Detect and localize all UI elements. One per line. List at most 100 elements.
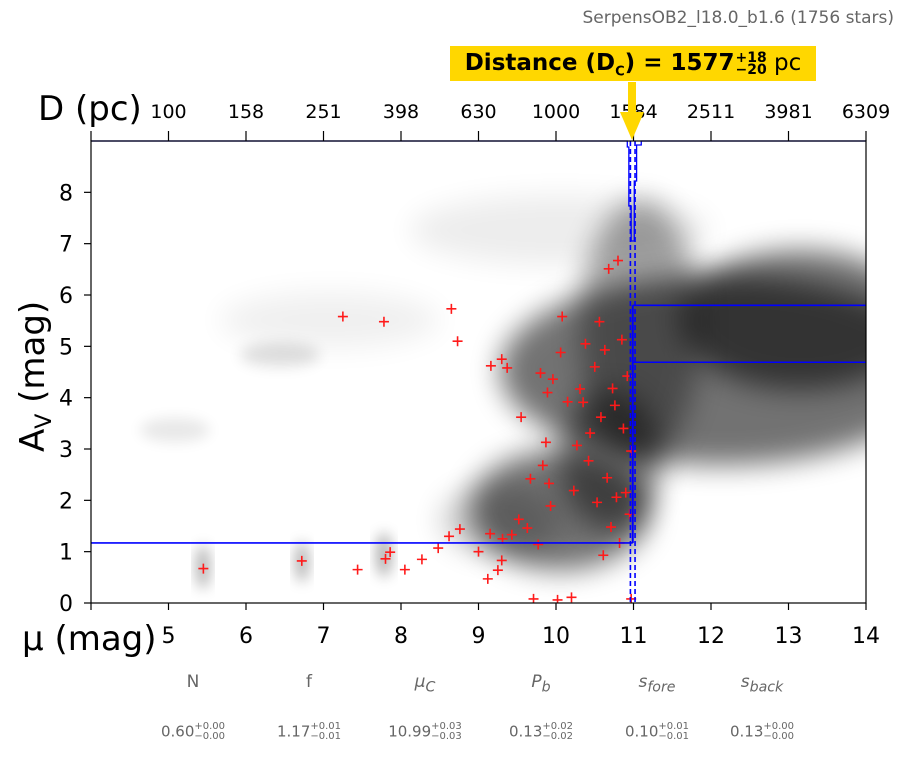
star-marker [620,487,631,498]
param-value: 0.13 +0.02 −0.02 [486,722,596,742]
star-marker [562,396,573,407]
x-tick-label: 5 [162,624,176,649]
param-err-minus: −0.01 [310,731,342,742]
top-tick-label: 2511 [687,101,735,123]
y-tick-label: 5 [59,335,73,360]
top-tick-label: 1000 [532,101,580,123]
x-tick-label: 14 [852,624,880,649]
param-name: sback [740,672,784,696]
param-err-plus: +0.03 [431,721,462,732]
star-marker [533,539,544,550]
top-tick-label: 1584 [609,101,657,123]
star-marker [607,383,618,394]
x-tick-label: 8 [394,624,408,649]
star-marker [492,565,503,576]
param-2: μC 10.99 +0.03 −0.03 [370,672,480,742]
param-err-plus: +0.00 [763,721,795,732]
star-marker [616,334,627,345]
param-name: sfore [638,672,676,696]
param-err-minus: −0.00 [194,731,226,742]
star-marker [399,564,410,575]
param-value-main: 1.17 [276,722,311,741]
star-marker [592,497,603,508]
param-1: f 1.17 +0.01 −0.01 [254,672,364,742]
top-tick-label: 6309 [842,101,890,123]
param-3: Pb 0.13 +0.02 −0.02 [486,672,596,742]
star-marker [589,361,600,372]
star-marker [496,555,507,566]
star-marker [525,473,536,484]
distance-err-minus: −20 [735,61,767,78]
x-axis-label: μ (mag) [22,619,157,659]
param-value: 10.99 +0.03 −0.03 [370,722,480,742]
top-tick-label: 251 [305,101,341,123]
star-marker [547,374,558,385]
dataset-title: SerpensOB2_l18.0_b1.6 (1756 stars) [582,8,894,28]
star-marker [473,546,484,557]
param-err-minus: −0.02 [542,731,574,742]
param-5: sback 0.13 +0.00 −0.00 [707,672,817,742]
star-marker [545,500,556,511]
star-marker [380,553,391,564]
model-lines [91,140,866,603]
star-marker [609,400,620,411]
star-marker [566,592,577,603]
x-tick-label: 13 [775,624,803,649]
param-err-minus: −0.00 [763,731,795,742]
x-tick-label: 11 [620,624,648,649]
star-marker [198,563,209,574]
x-tick-label: 9 [472,624,486,649]
parameter-panel: N 0.60 +0.00 −0.00 f 1.17 +0.01 −0.01 μC 10.99 +0.… [0,672,904,759]
star-marker [535,368,546,379]
star-marker [557,311,568,322]
star-marker [296,555,307,566]
star-marker [385,547,396,558]
star-markers [198,255,637,603]
y-tick-label: 6 [59,284,73,309]
distance-err-plus: +18 [735,49,767,66]
star-marker [444,531,455,542]
param-value-main: 10.99 [388,722,432,741]
param-value: 0.13 +0.00 −0.00 [707,722,817,742]
y-tick-label: 0 [59,592,73,617]
y-tick-label: 4 [59,387,73,412]
param-4: sfore 0.10 +0.01 −0.01 [602,672,712,742]
star-marker [506,529,517,540]
top-tick-label: 100 [150,101,186,123]
star-marker [485,360,496,371]
distance-value: 1577 [670,50,735,76]
star-marker [446,303,457,314]
star-marker [352,564,363,575]
param-err-plus: +0.00 [194,721,226,732]
star-marker [485,528,496,539]
y-tick-label: 7 [59,233,73,258]
star-marker [378,316,389,327]
star-marker [540,437,551,448]
y-tick-label: 3 [59,438,73,463]
param-name: f [306,672,312,692]
param-value-main: 0.13 [508,722,543,741]
star-marker [603,263,614,274]
param-err-minus: −0.03 [431,731,462,742]
x-tick-label: 7 [317,624,331,649]
star-marker [571,440,582,451]
star-marker [513,514,524,525]
star-marker [578,397,589,408]
param-err-minus: −0.01 [658,731,690,742]
param-value-main: 0.10 [624,722,659,741]
star-marker [452,336,463,347]
star-marker [552,594,563,603]
star-marker [416,554,427,565]
top-tick-label: 3981 [764,101,812,123]
star-marker [337,311,348,322]
star-marker [575,383,586,394]
star-marker [542,387,553,398]
star-marker [496,354,507,365]
param-0: N 0.60 +0.00 −0.00 [138,672,248,742]
star-marker [583,455,594,466]
param-err-plus: +0.02 [542,721,574,732]
param-value-main: 0.60 [160,722,195,741]
star-marker [555,347,566,358]
param-err-plus: +0.01 [658,721,690,732]
